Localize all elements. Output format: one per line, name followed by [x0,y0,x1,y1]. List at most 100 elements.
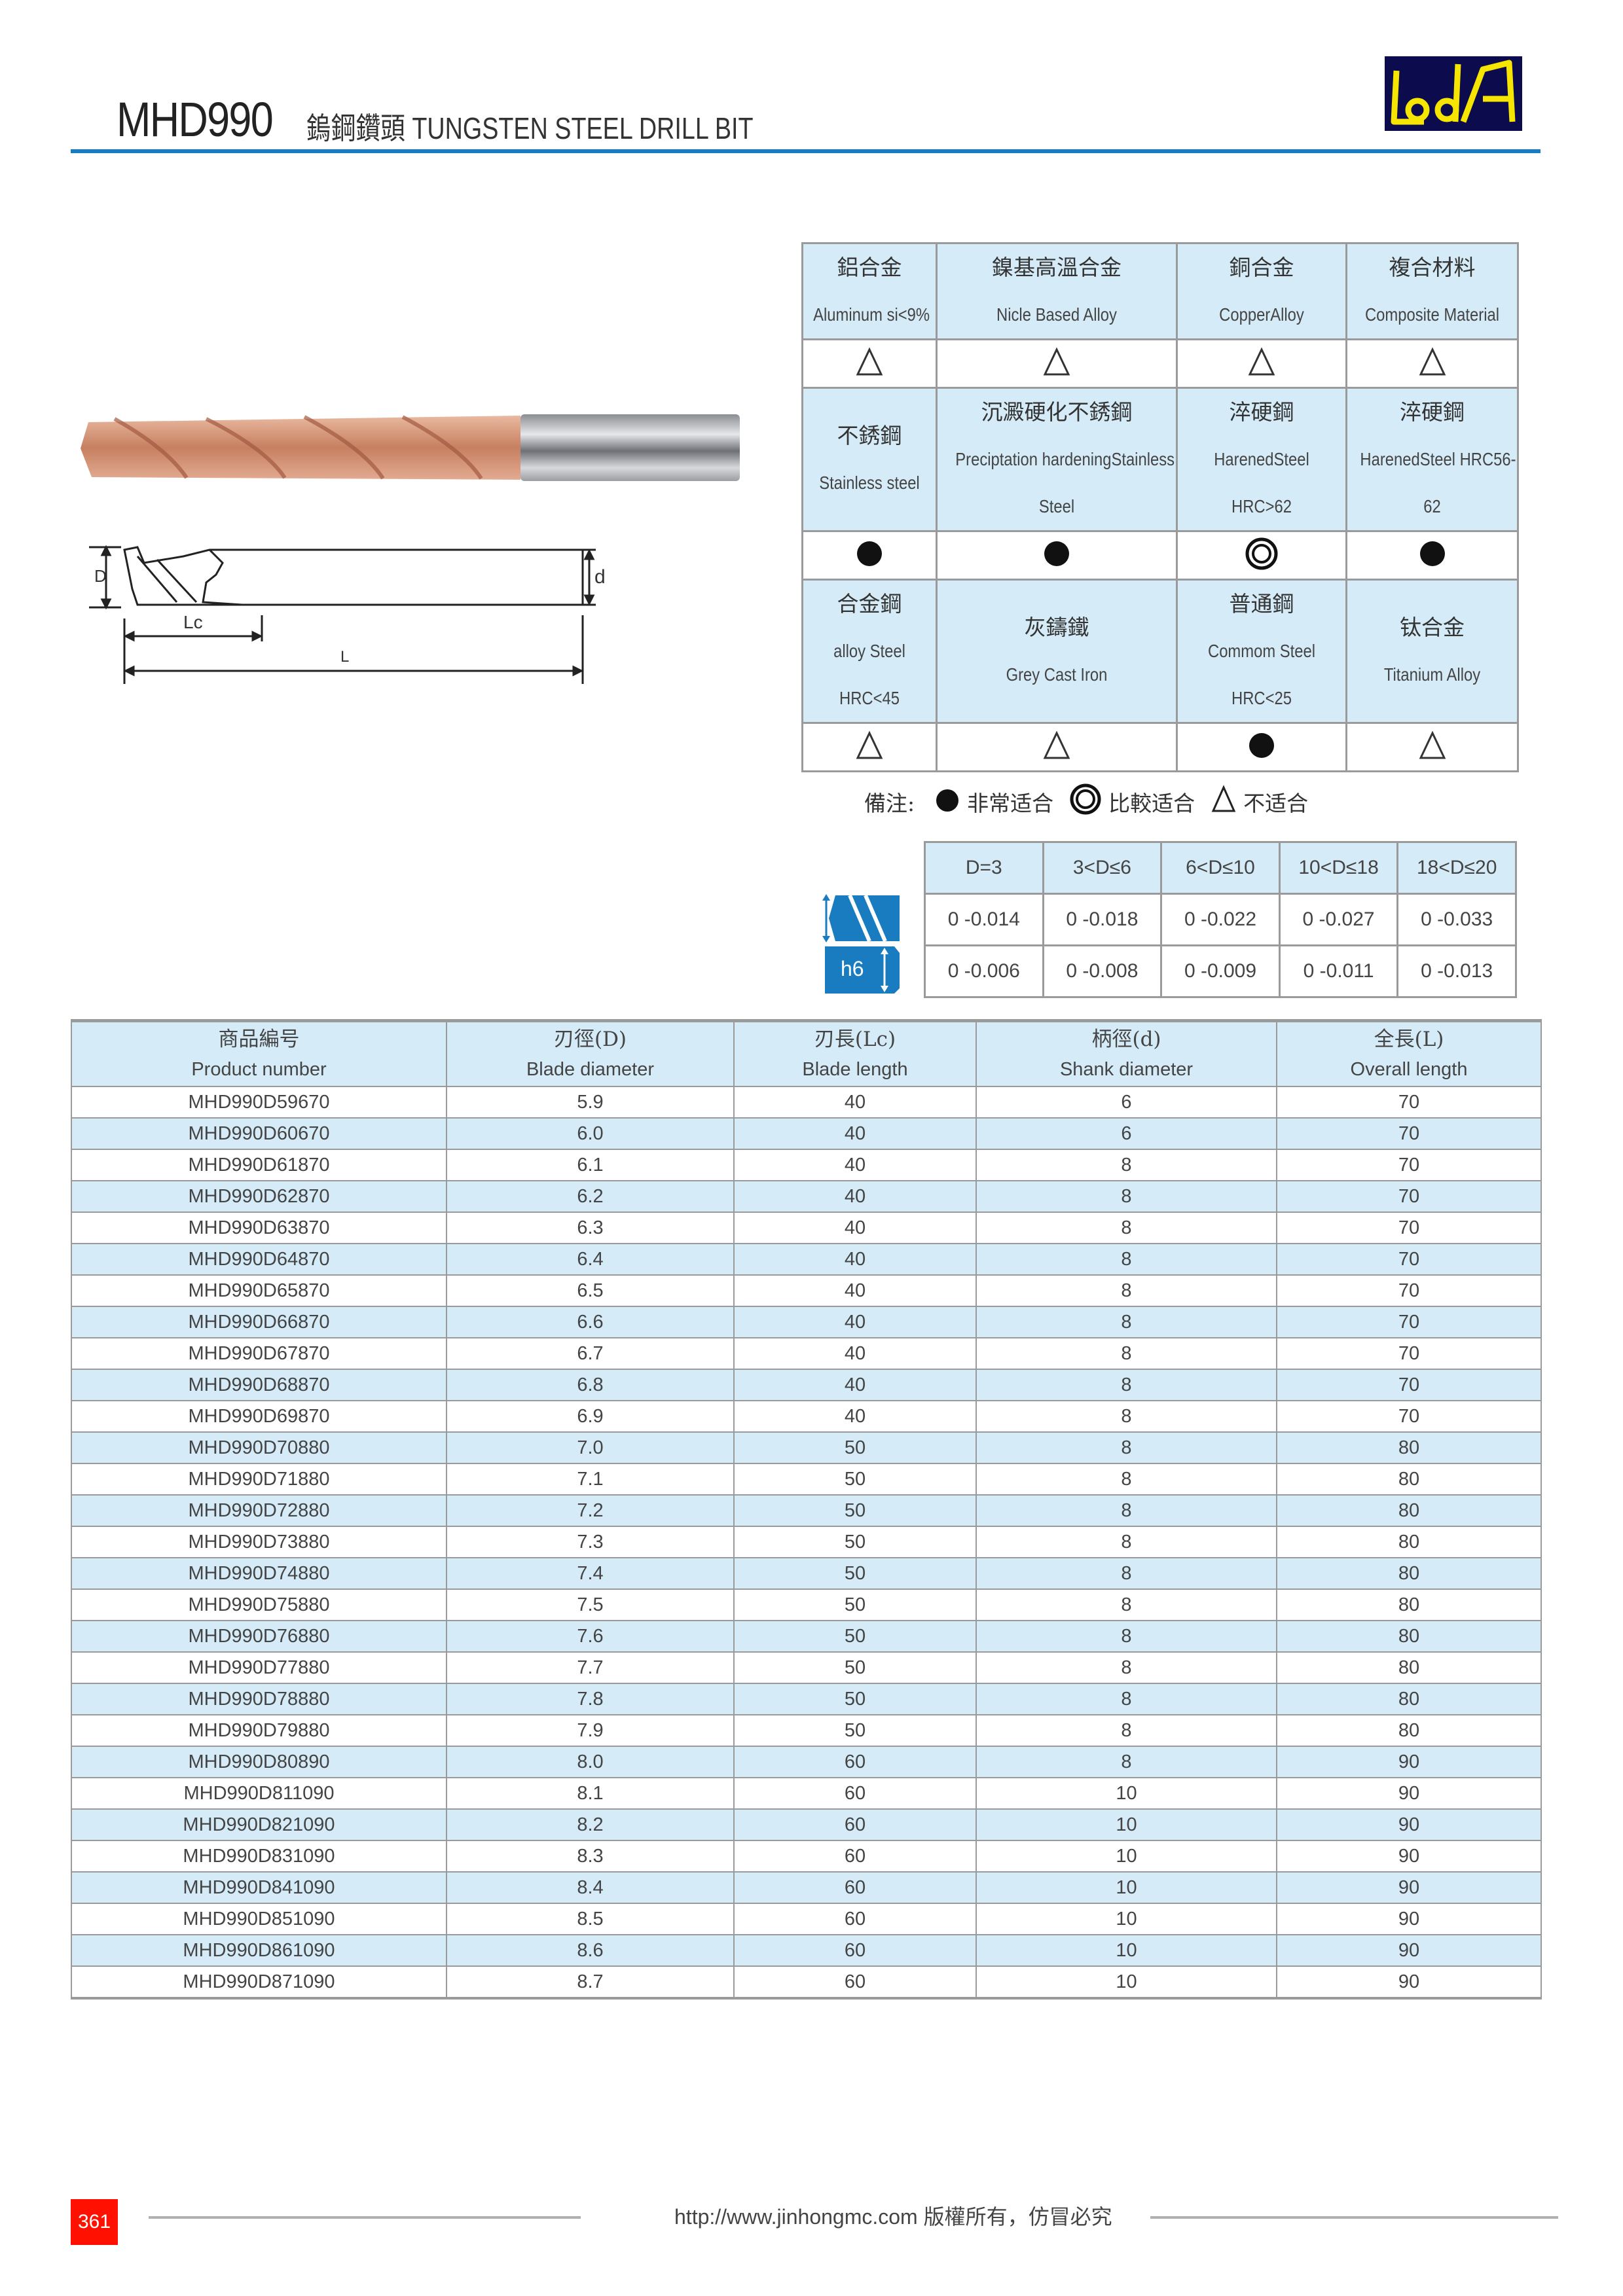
product-title: 鎢鋼鑽頭 TUNGSTEN STEEL DRILL BIT [306,111,754,145]
triangle-icon [855,347,884,380]
table-row: MHD990D79880 7.9 50 8 80 [71,1714,1542,1747]
drill-photo [75,409,769,488]
label-Lc: Lc [183,612,203,632]
table-cell: 70 [1276,1086,1542,1119]
table-cell: 8 [976,1400,1277,1433]
tolerance-value: 0 -0.018 [1042,893,1163,946]
tolerance-row: 0 -0.014 0 -0.018 0 -0.022 0 -0.027 0 -0.033 [924,893,1517,946]
legend-dot-text: 非常适合 [967,791,1054,816]
table-row: MHD990D70880 7.0 50 8 80 [71,1431,1542,1464]
tolerance-value: 0 -0.014 [924,893,1044,946]
material-name-en: HRC<45 [839,688,900,708]
table-cell: 8.0 [446,1746,735,1778]
table-cell: 60 [733,1871,977,1904]
material-label-row: 鋁合金 Aluminum si<9% 鎳基高溫合金 Nicle Based Alloy… [801,242,1519,340]
h6-label: h6 [841,957,864,980]
table-row: MHD990D68870 6.8 40 8 70 [71,1369,1542,1401]
tolerance-range: D=3 [924,841,1044,895]
table-cell: MHD990D841090 [71,1871,447,1904]
triangle-icon [1211,785,1237,819]
column-header-en: Product number [191,1058,327,1080]
material-cell: 灰鑄鐵 Grey Cast Iron [936,579,1178,724]
column-header-zh: 全長(L) [1374,1027,1444,1051]
table-cell: 6.5 [446,1274,735,1307]
table-cell: 8 [976,1463,1277,1496]
rating-cell [1345,338,1519,389]
table-cell: 80 [1276,1651,1542,1684]
table-cell: 70 [1276,1243,1542,1276]
rating-cell [801,530,938,581]
rating-cell [936,338,1178,389]
table-cell: 8 [976,1306,1277,1338]
column-header: 商品編号 Product number [71,1019,447,1087]
material-cell: 鋁合金 Aluminum si<9% [801,242,938,340]
table-row: MHD990D80890 8.0 60 8 90 [71,1746,1542,1778]
material-rating-row [801,530,1519,581]
material-cell: 銅合金 CopperAlloy [1176,242,1347,340]
material-cell: 普通鋼 Commom Steel HRC<25 [1176,579,1347,724]
table-row: MHD990D861090 8.6 60 10 90 [71,1934,1542,1967]
table-cell: 10 [976,1903,1277,1935]
table-row: MHD990D71880 7.1 50 8 80 [71,1463,1542,1496]
column-header: 全長(L) Overall length [1276,1019,1542,1087]
table-cell: 50 [733,1431,977,1464]
table-cell: 6 [976,1117,1277,1150]
table-row: MHD990D67870 6.7 40 8 70 [71,1337,1542,1370]
legend-label: 備注: [864,791,915,816]
table-cell: MHD990D72880 [71,1494,447,1527]
page-number: 361 [71,2199,118,2245]
material-name-en: Titanium Alloy [1383,664,1481,685]
table-cell: MHD990D80890 [71,1746,447,1778]
table-cell: MHD990D67870 [71,1337,447,1370]
material-rating-row [801,722,1519,772]
footer-copyright: http://www.jinhongmc.com 版權所有，仿冒必究 [674,2205,1112,2229]
table-cell: 7.8 [446,1683,735,1715]
table-row: MHD990D63870 6.3 40 8 70 [71,1211,1542,1244]
table-cell: 60 [733,1746,977,1778]
table-cell: 40 [733,1180,977,1213]
tolerance-value: 0 -0.009 [1160,944,1281,998]
table-cell: 40 [733,1337,977,1370]
footer-line-left [149,2216,581,2219]
table-cell: 80 [1276,1557,1542,1590]
table-row: MHD990D851090 8.5 60 10 90 [71,1903,1542,1935]
tolerance-value: 0 -0.006 [924,944,1044,998]
table-cell: 8 [976,1651,1277,1684]
table-cell: 90 [1276,1808,1542,1841]
table-row: MHD990D841090 8.4 60 10 90 [71,1871,1542,1904]
table-cell: 90 [1276,1934,1542,1967]
table-cell: 5.9 [446,1086,735,1119]
table-cell: 60 [733,1903,977,1935]
table-cell: 6.7 [446,1337,735,1370]
table-cell: 90 [1276,1777,1542,1810]
material-name-zh: 鎳基高溫合金 [992,255,1122,280]
table-cell: MHD990D71880 [71,1463,447,1496]
table-cell: 8 [976,1180,1277,1213]
table-cell: 8.6 [446,1934,735,1967]
table-cell: MHD990D64870 [71,1243,447,1276]
table-cell: 60 [733,1965,977,2000]
table-cell: 10 [976,1840,1277,1873]
model-title: MHD990 [117,92,274,147]
table-cell: 80 [1276,1494,1542,1527]
table-row: MHD990D73880 7.3 50 8 80 [71,1526,1542,1558]
brand-logo [1385,56,1522,131]
tolerance-range: 6<D≤10 [1160,841,1281,895]
table-cell: 90 [1276,1871,1542,1904]
table-row: MHD990D65870 6.5 40 8 70 [71,1274,1542,1307]
material-name-en: Steel [1038,496,1075,516]
material-name-zh: 複合材料 [1389,255,1476,280]
table-cell: 90 [1276,1903,1542,1935]
table-cell: 8 [976,1274,1277,1307]
material-name-zh: 钛合金 [1400,615,1465,640]
triangle-icon [855,730,884,764]
table-cell: 8 [976,1494,1277,1527]
table-cell: 70 [1276,1337,1542,1370]
ring-icon [1069,783,1102,821]
tolerance-value: 0 -0.033 [1396,893,1517,946]
table-cell: MHD990D76880 [71,1620,447,1653]
table-cell: 80 [1276,1683,1542,1715]
table-cell: MHD990D75880 [71,1588,447,1621]
table-cell: 70 [1276,1211,1542,1244]
material-cell: 複合材料 Composite Material [1345,242,1519,340]
